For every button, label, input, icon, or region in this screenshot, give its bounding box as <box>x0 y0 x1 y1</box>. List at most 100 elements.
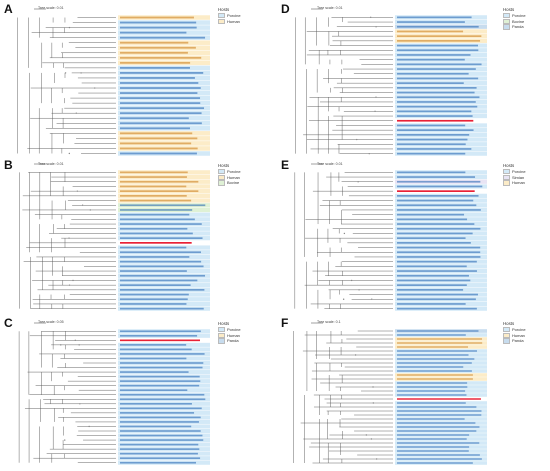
panel-a: A Tree scale: 0.01 Hosts Porcine Human <box>0 0 275 157</box>
leaf-label <box>120 457 201 460</box>
leaf-label <box>397 110 472 113</box>
leaf-label <box>397 218 468 221</box>
query-strain-label <box>397 398 481 400</box>
legend-item-panda: Panda <box>218 338 241 344</box>
leaf-label <box>397 148 472 150</box>
leaf-label <box>120 443 199 446</box>
leaf-label <box>397 91 475 94</box>
node-marker <box>365 434 368 436</box>
leaf-label <box>397 410 482 412</box>
legend-item-porcine: Porcine <box>218 327 241 333</box>
leaf-label <box>120 97 201 99</box>
host-legend-b: Hosts Porcine Human Bovine <box>218 163 241 186</box>
node-marker <box>354 354 357 356</box>
leaf-label <box>397 40 481 42</box>
legend-item-porcine: Porcine <box>218 169 241 175</box>
leaf-label <box>397 87 477 89</box>
leaf-label <box>120 402 192 405</box>
legend-item-porcine: Porcine <box>503 169 526 175</box>
leaf-label <box>120 434 203 437</box>
leaf-label <box>397 25 479 28</box>
leaf-label <box>397 124 466 127</box>
leaf-label <box>397 270 477 272</box>
leaf-label <box>397 30 464 33</box>
node-marker <box>75 112 77 114</box>
query-strain-label <box>120 242 192 244</box>
panel-letter-d: D <box>281 2 290 16</box>
leaf-label <box>397 374 473 376</box>
legend-label: Porcine <box>512 13 526 19</box>
legend-label: Panda <box>227 338 239 344</box>
node-marker <box>64 439 66 441</box>
phylo-tree-e <box>294 163 487 311</box>
legend-item-bovine: Bovine <box>503 18 526 25</box>
legend-label: Panda <box>512 338 524 344</box>
legend-swatch <box>218 18 225 24</box>
leaf-label <box>397 354 469 356</box>
leaf-label <box>120 36 206 39</box>
legend-label: Porcine <box>227 169 241 175</box>
node-marker <box>60 344 62 346</box>
node-marker <box>350 279 353 282</box>
legend-item-human: Human <box>503 180 526 186</box>
tree-scale-c: Tree scale: 0.05 <box>38 320 64 324</box>
leaf-label <box>397 418 465 420</box>
leaf-label <box>397 284 467 286</box>
leaf-label <box>397 213 465 216</box>
leaf-label <box>397 414 482 416</box>
leaf-label <box>397 358 475 360</box>
leaf-label <box>120 127 190 130</box>
leaf-label <box>120 260 202 263</box>
node-marker <box>81 204 84 206</box>
phylo-tree-b <box>19 163 210 311</box>
leaf-label <box>120 430 201 432</box>
leaf-label <box>120 307 204 310</box>
leaf-label <box>120 416 201 419</box>
leaf-label <box>120 31 187 34</box>
leaf-label <box>120 362 204 364</box>
leaf-label <box>120 353 205 355</box>
leaf-label <box>120 137 198 140</box>
leaf-label <box>397 251 481 254</box>
host-legend-d: Hosts Porcine Bovine Panda <box>503 7 526 30</box>
leaf-label <box>397 307 477 310</box>
leaf-label <box>120 147 198 150</box>
leaf-label <box>397 246 481 249</box>
panel-b: B Tree scale: 0.01 Hosts Porcine Human Bov… <box>0 157 275 314</box>
leaf-label <box>120 344 187 346</box>
leaf-label <box>397 289 464 291</box>
leaf-label <box>397 426 480 428</box>
leaf-label <box>397 438 467 440</box>
leaf-label <box>120 46 196 49</box>
leaf-label <box>120 279 198 282</box>
leaf-label <box>397 446 470 448</box>
leaf-label <box>120 448 200 450</box>
legend-swatch <box>218 169 225 175</box>
leaf-label <box>397 342 483 344</box>
leaf-label <box>120 303 187 305</box>
leaf-label <box>120 232 193 235</box>
leaf-label <box>120 82 199 84</box>
leaf-label <box>397 115 473 117</box>
legend-swatch <box>218 180 225 186</box>
leaf-label <box>397 227 481 230</box>
legend-swatch <box>218 338 225 344</box>
leaf-label <box>120 274 206 277</box>
legend-swatch <box>218 13 225 19</box>
node-marker <box>64 72 67 74</box>
leaf-label <box>120 452 198 455</box>
tree-scale-e: Tree scale: 0.01 <box>317 162 343 166</box>
leaf-label <box>397 82 464 84</box>
leaf-label <box>397 35 482 37</box>
leaf-label <box>120 270 187 272</box>
leaf-label <box>397 152 466 155</box>
legend-label: Human <box>227 332 240 338</box>
legend-label: Porcine <box>512 327 526 333</box>
query-strain-label <box>397 119 474 122</box>
leaf-label <box>397 209 481 211</box>
node-marker <box>343 232 346 235</box>
leaf-label <box>397 422 476 424</box>
leaf-label <box>120 195 187 197</box>
legend-title-c: Hosts <box>218 321 230 326</box>
node-marker <box>370 438 373 440</box>
